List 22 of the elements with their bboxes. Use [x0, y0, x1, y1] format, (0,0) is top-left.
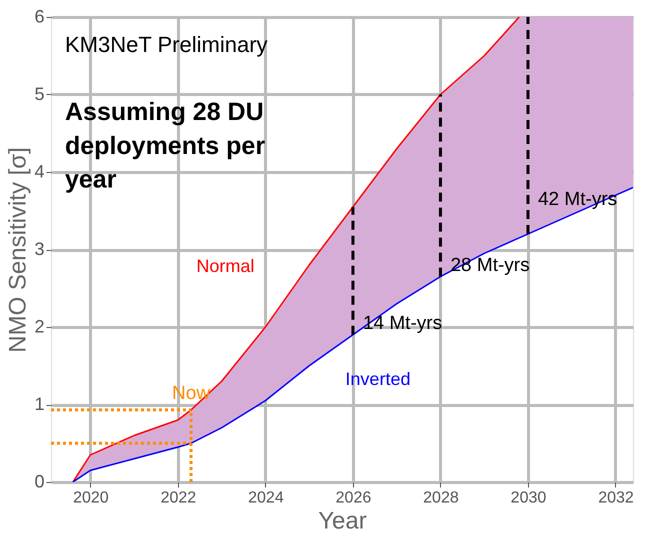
x-tick-label: 2028 — [423, 490, 459, 506]
y-tick-label: 4 — [34, 162, 44, 182]
y-tick-label: 6 — [34, 6, 44, 26]
x-tick-label: 2030 — [510, 490, 546, 506]
x-axis-title: Year — [318, 508, 367, 534]
y-tick-label: 0 — [34, 472, 44, 492]
x-tick-label: 2024 — [248, 490, 284, 506]
y-tick-label: 5 — [34, 84, 44, 104]
x-tick-label: 2022 — [160, 490, 196, 506]
y-axis-title: NMO Sensitivity [σ] — [4, 147, 32, 353]
series-label: Inverted — [345, 368, 410, 389]
annotation: KM3NeT Preliminary — [65, 32, 268, 57]
annotation: Now — [172, 382, 210, 404]
annotation: Assuming 28 DU deployments per year — [65, 98, 266, 194]
y-tick-label: 3 — [34, 239, 44, 259]
y-tick-label: 1 — [34, 394, 44, 414]
x-tick-label: 2020 — [73, 490, 109, 506]
text: Normal — [196, 256, 254, 276]
x-tick-label: 2026 — [336, 490, 372, 506]
x-tick-label: 2032 — [598, 490, 634, 506]
y-tick-label: 2 — [34, 316, 44, 336]
annotation: 14 Mt-yrs — [362, 313, 442, 334]
